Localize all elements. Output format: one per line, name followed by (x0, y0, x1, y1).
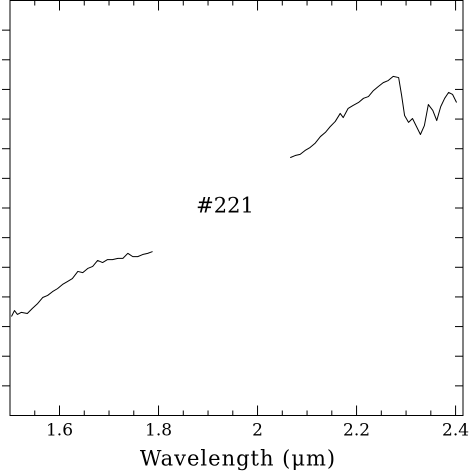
x-tick-label: 1.6 (46, 421, 73, 441)
x-tick-label: 1.8 (145, 421, 172, 441)
spectrum-line (11, 75, 458, 317)
annotation: #221 (196, 194, 254, 218)
x-tick-label: 2.4 (442, 421, 469, 441)
x-axis-label: Wavelength (μm) (140, 447, 336, 471)
x-tick-label: 2.2 (343, 421, 370, 441)
x-tick-label: 2 (252, 421, 263, 441)
